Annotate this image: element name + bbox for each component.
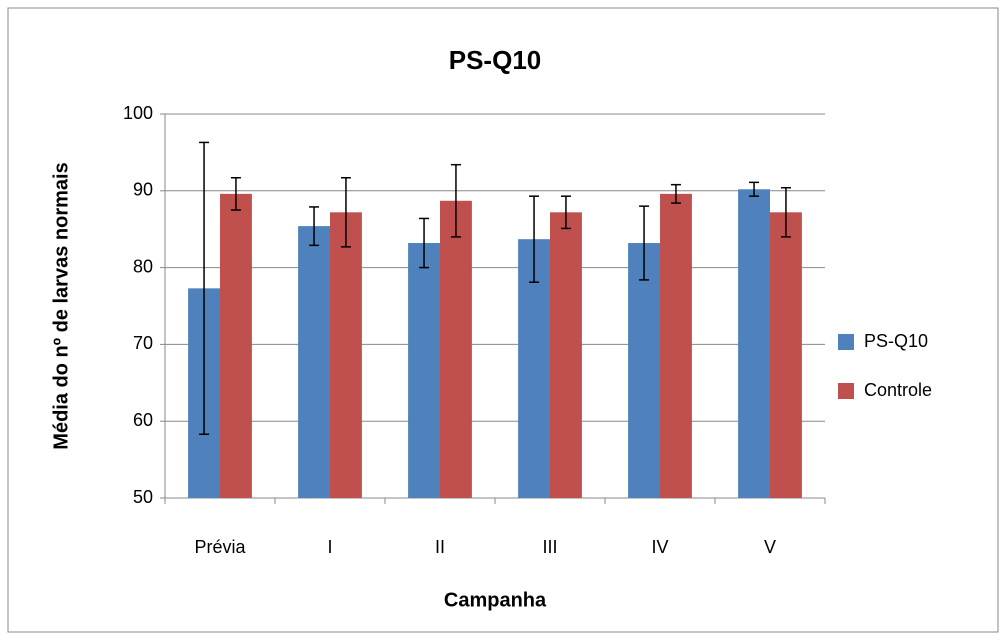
bar bbox=[330, 212, 362, 498]
y-tick-label: 100 bbox=[123, 103, 153, 123]
bar bbox=[770, 212, 802, 498]
x-tick-label: I bbox=[327, 537, 332, 557]
y-tick-label: 90 bbox=[133, 180, 153, 200]
bar bbox=[660, 193, 692, 498]
bar bbox=[220, 193, 252, 498]
bar bbox=[550, 212, 582, 498]
bar bbox=[628, 243, 660, 498]
x-axis-title: Campanha bbox=[444, 589, 547, 611]
x-tick-label: Prévia bbox=[194, 537, 246, 557]
chart-title: PS-Q10 bbox=[449, 45, 542, 75]
chart-border bbox=[7, 7, 999, 633]
legend-swatch bbox=[838, 334, 854, 350]
bar bbox=[298, 226, 330, 499]
x-tick-label: III bbox=[542, 537, 557, 557]
y-tick-label: 80 bbox=[133, 256, 153, 276]
legend-label: Controle bbox=[864, 380, 932, 400]
x-tick-label: IV bbox=[651, 537, 668, 557]
legend-label: PS-Q10 bbox=[864, 331, 928, 351]
bar bbox=[408, 243, 440, 498]
y-tick-label: 50 bbox=[133, 487, 153, 507]
bar bbox=[440, 200, 472, 498]
y-tick-label: 60 bbox=[133, 410, 153, 430]
legend-swatch bbox=[838, 383, 854, 399]
bar bbox=[738, 189, 770, 498]
y-axis-title: Média do nº de larvas normais bbox=[50, 162, 72, 449]
x-tick-label: II bbox=[435, 537, 445, 557]
y-tick-label: 70 bbox=[133, 333, 153, 353]
x-tick-label: V bbox=[764, 537, 776, 557]
